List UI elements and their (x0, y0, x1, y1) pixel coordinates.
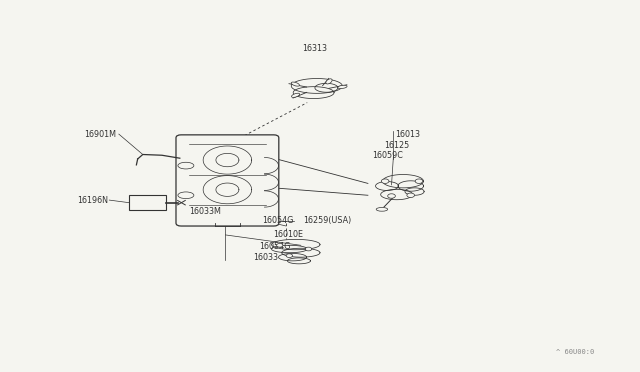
Circle shape (415, 179, 423, 183)
Ellipse shape (376, 208, 388, 211)
Circle shape (381, 179, 389, 183)
Text: 16059C: 16059C (372, 151, 403, 160)
Text: 16054G: 16054G (262, 216, 294, 225)
Text: 16010E: 16010E (273, 230, 303, 240)
Text: 16033: 16033 (253, 253, 278, 262)
Text: 16013: 16013 (396, 130, 420, 140)
Text: 16125: 16125 (384, 141, 409, 150)
FancyBboxPatch shape (176, 135, 279, 226)
FancyBboxPatch shape (129, 195, 166, 211)
Ellipse shape (291, 93, 300, 97)
Circle shape (388, 194, 396, 198)
Ellipse shape (291, 82, 300, 86)
Text: 16313: 16313 (302, 44, 327, 52)
Ellipse shape (338, 85, 347, 89)
Ellipse shape (178, 162, 194, 169)
Ellipse shape (326, 79, 332, 84)
Circle shape (276, 243, 283, 247)
Text: 16054G: 16054G (259, 241, 290, 250)
Text: 16259(USA): 16259(USA) (303, 216, 351, 225)
Ellipse shape (178, 192, 194, 199)
Circle shape (407, 193, 415, 198)
Text: 16901M: 16901M (84, 129, 116, 139)
Circle shape (286, 254, 292, 257)
Text: ^ 60U00:0: ^ 60U00:0 (556, 349, 595, 355)
Text: 16033M: 16033M (189, 207, 221, 216)
Text: 16196N: 16196N (77, 196, 108, 205)
Circle shape (305, 247, 312, 251)
